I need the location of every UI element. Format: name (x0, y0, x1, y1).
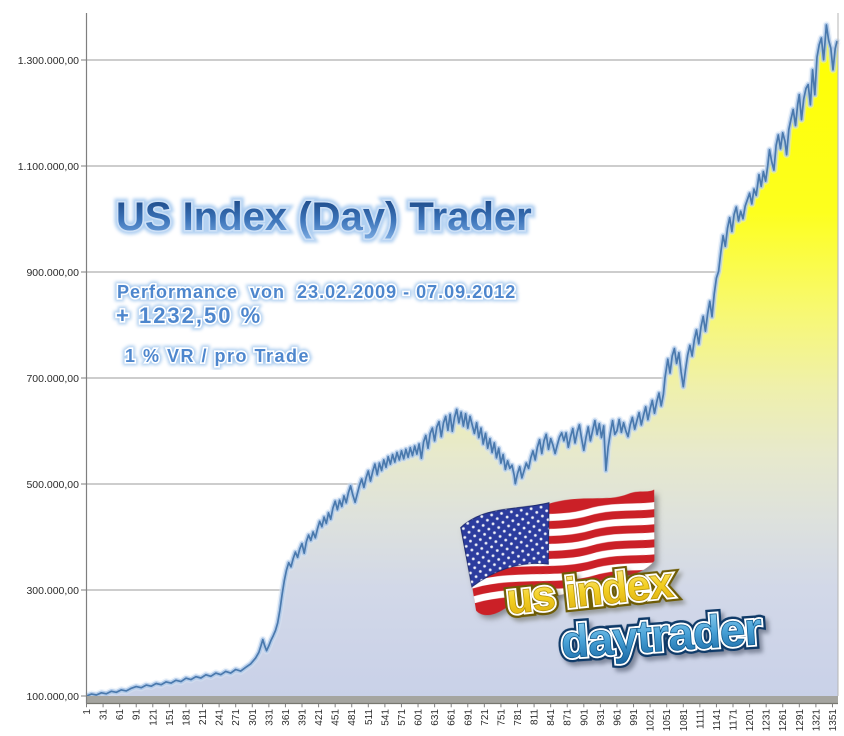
x-axis-label: 511 (364, 709, 375, 725)
x-axis-label: 631 (430, 709, 441, 726)
x-axis-label: 991 (629, 709, 640, 726)
x-axis-label: 1291 (795, 709, 806, 732)
performance-value-glow: + 1232,50 % (116, 303, 262, 328)
y-axis-label: 1.300.000,00 (18, 55, 79, 67)
y-axis-label: 1.100.000,00 (18, 161, 79, 173)
x-axis-label: 181 (182, 709, 193, 726)
x-axis-label: 601 (414, 709, 425, 726)
x-axis-label: 721 (480, 709, 491, 726)
x-axis-bar (86, 696, 838, 704)
x-axis-label: 271 (231, 709, 242, 726)
x-axis-label: 811 (530, 709, 541, 725)
x-axis-label: 61 (115, 709, 126, 721)
performance-value: + 1232,50 % + 1232,50 % + 1232,50 % (113, 300, 264, 332)
page-title: US Index (Day) Trader US Index (Day) Tra… (112, 191, 536, 243)
x-axis-label: 91 (132, 709, 143, 721)
x-axis-label: 421 (314, 709, 325, 726)
risk-per-trade-label: 1 % VR / pro Trade 1 % VR / pro Trade 1 … (122, 343, 312, 370)
x-axis-label: 301 (248, 709, 259, 726)
x-axis-label: 841 (546, 709, 557, 726)
x-axis-label: 1141 (712, 709, 723, 731)
x-axis-label: 1231 (762, 709, 773, 732)
performance-value-outline: + 1232,50 % (116, 303, 262, 328)
page-title-text: US Index (Day) Trader (116, 195, 532, 239)
x-axis-label: 1321 (811, 709, 822, 732)
page-title-outline: US Index (Day) Trader (116, 195, 532, 239)
x-axis-label: 1351 (828, 709, 839, 732)
x-axis-label: 1171 (729, 709, 740, 731)
x-axis-label: 1051 (662, 709, 673, 732)
performance-period-text: Performance von 23.02.2009 - 07.09.2012 (117, 282, 516, 302)
watermark-logo: us index us index us index daytrader day… (460, 489, 768, 672)
x-axis-label: 1111 (695, 709, 706, 729)
y-axis-label: 900.000,00 (26, 267, 79, 279)
us-flag-icon (460, 489, 664, 617)
x-axis-label: 391 (298, 709, 309, 726)
x-axis-label: 241 (215, 709, 226, 726)
performance-value-text: + 1232,50 % (116, 303, 262, 328)
x-axis-label: 541 (380, 709, 391, 726)
y-axis-label: 500.000,00 (26, 479, 79, 491)
x-axis-label: 751 (496, 709, 507, 726)
x-axis-label: 781 (513, 709, 524, 726)
y-axis-label: 700.000,00 (26, 373, 79, 385)
performance-period-outline: Performance von 23.02.2009 - 07.09.2012 (117, 282, 516, 302)
x-axis-label: 121 (148, 709, 159, 726)
x-axis-label: 691 (463, 709, 474, 726)
equity-line (86, 24, 839, 697)
x-axis-label: 1 (82, 709, 93, 715)
x-axis-label: 151 (165, 709, 176, 726)
x-axis-label: 211 (198, 709, 209, 725)
risk-per-trade-text: 1 % VR / pro Trade (125, 346, 310, 366)
y-axis-label: 300.000,00 (26, 585, 79, 597)
y-axis-label: 100.000,00 (26, 691, 79, 703)
risk-per-trade-outline: 1 % VR / pro Trade (125, 346, 310, 366)
x-axis-label: 331 (264, 709, 275, 726)
x-axis-label: 931 (596, 709, 607, 726)
x-axis-label: 31 (99, 709, 110, 721)
performance-period-glow: Performance von 23.02.2009 - 07.09.2012 (117, 282, 516, 302)
x-axis-label: 871 (563, 709, 574, 726)
x-axis-label: 481 (347, 709, 358, 726)
x-axis-label: 571 (397, 709, 408, 726)
x-axis-label: 1261 (778, 709, 789, 732)
page-title-glow: US Index (Day) Trader (116, 195, 532, 239)
x-axis-label: 901 (579, 709, 590, 726)
x-axis-label: 361 (281, 709, 292, 726)
risk-per-trade-glow: 1 % VR / pro Trade (125, 346, 310, 366)
x-axis-label: 451 (331, 709, 342, 726)
performance-period-label: Performance von 23.02.2009 - 07.09.2012 … (114, 279, 519, 306)
x-axis-label: 1081 (679, 709, 690, 732)
x-axis-label: 1201 (745, 709, 756, 732)
x-axis-label: 1021 (646, 709, 657, 732)
x-axis-label: 661 (447, 709, 458, 726)
x-axis-label: 961 (613, 709, 624, 726)
